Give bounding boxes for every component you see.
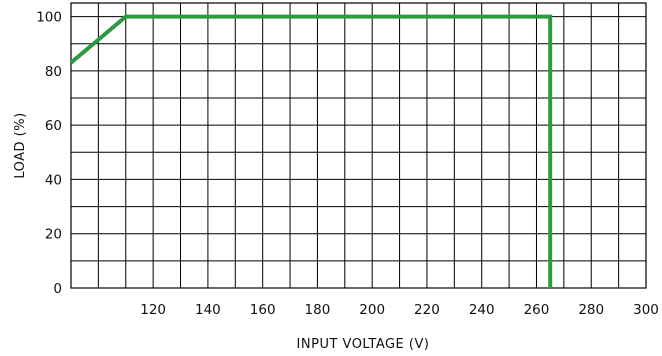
- x-tick-label: 160: [250, 302, 276, 318]
- x-tick-label: 240: [469, 302, 495, 318]
- y-axis-label: LOAD (%): [13, 112, 28, 178]
- x-tick-label: 200: [359, 302, 385, 318]
- load-curve-line: [69, 14, 553, 288]
- y-tick-label: 0: [53, 281, 62, 297]
- y-tick-label: 60: [45, 118, 62, 134]
- x-tick-labels: 120 140 160 180 200 220 240 260 280 300: [140, 302, 659, 318]
- x-tick-label: 280: [578, 302, 604, 318]
- grid: [71, 3, 646, 288]
- x-tick-label: 140: [195, 302, 221, 318]
- y-tick-label: 100: [36, 10, 62, 26]
- x-tick-label: 180: [305, 302, 331, 318]
- y-tick-labels: 0 20 40 60 80 100: [36, 10, 62, 297]
- y-tick-label: 20: [45, 227, 62, 243]
- x-tick-label: 300: [633, 302, 659, 318]
- x-axis-label: INPUT VOLTAGE (V): [297, 337, 430, 352]
- x-tick-label: 260: [524, 302, 550, 318]
- plot-area-frame: [70, 2, 647, 289]
- series-layer: [69, 14, 553, 288]
- y-tick-label: 80: [45, 64, 62, 80]
- x-tick-label: 120: [140, 302, 166, 318]
- y-tick-label: 40: [45, 172, 62, 188]
- x-tick-label: 220: [414, 302, 440, 318]
